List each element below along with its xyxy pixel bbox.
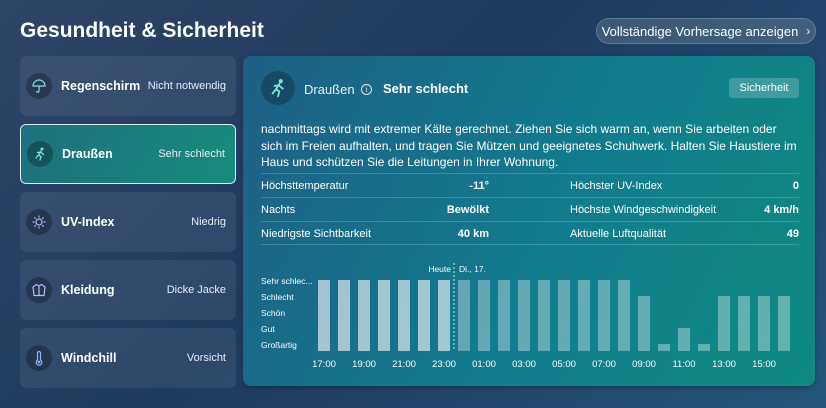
sidebar-item-umbrella[interactable]: Regenschirm Nicht notwendig bbox=[20, 56, 236, 116]
sidebar-item-label: Draußen bbox=[62, 147, 113, 161]
thermometer-icon bbox=[26, 345, 52, 371]
card-status: Sehr schlecht bbox=[383, 81, 469, 96]
running-person-icon bbox=[261, 71, 295, 105]
chart-bar[interactable] bbox=[598, 280, 610, 351]
sidebar-item-label: Regenschirm bbox=[61, 79, 141, 93]
chart-bar[interactable] bbox=[778, 296, 790, 351]
chart-bar[interactable] bbox=[318, 280, 330, 351]
page-title: Gesundheit & Sicherheit bbox=[20, 19, 264, 42]
chart-bar[interactable] bbox=[558, 280, 570, 351]
stat-label: Niedrigste Sichtbarkeit bbox=[261, 228, 372, 240]
chart-bar[interactable] bbox=[478, 280, 490, 351]
y-axis-label: Schlecht bbox=[261, 292, 294, 302]
chart-bar[interactable] bbox=[538, 280, 550, 351]
sidebar-item-value: Vorsicht bbox=[186, 352, 226, 364]
chart-bar[interactable] bbox=[458, 280, 470, 351]
stat-value: Bewölkt bbox=[446, 204, 489, 216]
x-axis-tick-label: 15:00 bbox=[752, 359, 776, 370]
stats-table: Höchsttemperatur -11° Höchster UV-Index … bbox=[261, 173, 799, 245]
chart-bar[interactable] bbox=[718, 296, 730, 351]
y-axis-label: Sehr schlec... bbox=[261, 276, 313, 286]
card-title: Draußen bbox=[304, 82, 355, 97]
chart-bar[interactable] bbox=[618, 280, 630, 351]
chart-bar[interactable] bbox=[738, 296, 750, 351]
stat-label: Höchsttemperatur bbox=[261, 180, 349, 192]
x-axis-tick-label: 19:00 bbox=[352, 359, 376, 370]
stat-value: 49 bbox=[786, 228, 799, 240]
jacket-icon bbox=[26, 277, 52, 303]
chart-bar[interactable] bbox=[518, 280, 530, 351]
chart-bar[interactable] bbox=[438, 280, 450, 351]
chart-bar[interactable] bbox=[678, 328, 690, 351]
running-person-icon bbox=[27, 141, 53, 167]
x-axis-tick-label: 23:00 bbox=[432, 359, 456, 370]
stat-label: Aktuelle Luftqualität bbox=[570, 228, 667, 240]
chart-bar[interactable] bbox=[338, 280, 350, 351]
x-axis-tick-label: 07:00 bbox=[592, 359, 616, 370]
stat-row: Niedrigste Sichtbarkeit 40 km Aktuelle L… bbox=[261, 221, 799, 245]
stat-value: 4 km/h bbox=[764, 204, 799, 216]
chart-bar[interactable] bbox=[658, 344, 670, 351]
sidebar-item-label: UV-Index bbox=[61, 215, 115, 229]
sidebar-item-label: Windchill bbox=[61, 351, 117, 365]
outdoors-detail-card: Draußen i Sehr schlecht Sicherheit nachm… bbox=[243, 56, 815, 386]
safety-button[interactable]: Sicherheit bbox=[729, 78, 799, 98]
full-forecast-label: Vollständige Vorhersage anzeigen bbox=[601, 23, 799, 39]
x-axis-tick-label: 03:00 bbox=[512, 359, 536, 370]
sidebar-item-uv-index[interactable]: UV-Index Niedrig bbox=[20, 192, 236, 252]
stat-label: Nachts bbox=[261, 204, 296, 216]
chevron-right-icon: › bbox=[806, 24, 811, 38]
x-axis-tick-label: 11:00 bbox=[672, 359, 695, 370]
stat-row: Höchsttemperatur -11° Höchster UV-Index … bbox=[261, 173, 799, 197]
sidebar-item-outdoors[interactable]: Draußen Sehr schlecht bbox=[20, 124, 236, 184]
chart-bar[interactable] bbox=[418, 280, 430, 351]
x-axis-tick-label: 01:00 bbox=[472, 359, 496, 370]
chart-bar[interactable] bbox=[638, 296, 650, 351]
sidebar-item-value: Nicht notwendig bbox=[147, 80, 226, 92]
chart-bar[interactable] bbox=[358, 280, 370, 351]
hourly-outdoor-chart: Sehr schlec... Schlecht Schön Gut Großartig H… bbox=[261, 263, 790, 370]
sidebar-item-value: Niedrig bbox=[191, 216, 226, 228]
description-text: nachmittags wird mit extremer Kälte gere… bbox=[261, 122, 797, 169]
x-axis-tick-label: 21:00 bbox=[392, 359, 416, 370]
stat-row: Nachts Bewölkt Höchste Windgeschwindigke… bbox=[261, 197, 799, 221]
sidebar-item-value: Sehr schlecht bbox=[158, 148, 225, 160]
y-axis-label: Schön bbox=[261, 308, 285, 318]
header: Gesundheit & Sicherheit Vollständige Vor… bbox=[20, 0, 816, 62]
x-axis-tick-label: 05:00 bbox=[552, 359, 576, 370]
today-marker-label: Heute bbox=[428, 264, 451, 274]
sun-icon bbox=[26, 209, 52, 235]
stat-label: Höchster UV-Index bbox=[570, 180, 663, 192]
full-forecast-button[interactable]: Vollständige Vorhersage anzeigen › bbox=[596, 18, 816, 44]
chart-bar[interactable] bbox=[398, 280, 410, 351]
x-axis-tick-label: 17:00 bbox=[312, 359, 336, 370]
sidebar-item-value: Dicke Jacke bbox=[166, 284, 226, 296]
x-axis-tick-label: 09:00 bbox=[632, 359, 656, 370]
umbrella-icon bbox=[26, 73, 52, 99]
x-axis-tick-label: 13:00 bbox=[712, 359, 736, 370]
stat-value: 40 km bbox=[457, 228, 489, 240]
chart-bar[interactable] bbox=[498, 280, 510, 351]
next-day-marker-label: Di., 17. bbox=[459, 264, 486, 274]
stat-label: Höchste Windgeschwindigkeit bbox=[570, 204, 717, 216]
chart-bar[interactable] bbox=[378, 280, 390, 351]
chart-bar[interactable] bbox=[758, 296, 770, 351]
info-icon[interactable]: i bbox=[361, 84, 372, 95]
y-axis-label: Gut bbox=[261, 324, 275, 334]
stat-value: 0 bbox=[792, 180, 799, 192]
sidebar-item-clothing[interactable]: Kleidung Dicke Jacke bbox=[20, 260, 236, 320]
chart-bar[interactable] bbox=[698, 344, 710, 351]
sidebar-item-windchill[interactable]: Windchill Vorsicht bbox=[20, 328, 236, 388]
stat-value: -11° bbox=[469, 180, 489, 192]
y-axis-label: Großartig bbox=[261, 340, 297, 350]
sidebar-item-label: Kleidung bbox=[61, 283, 115, 297]
chart-bar[interactable] bbox=[578, 280, 590, 351]
